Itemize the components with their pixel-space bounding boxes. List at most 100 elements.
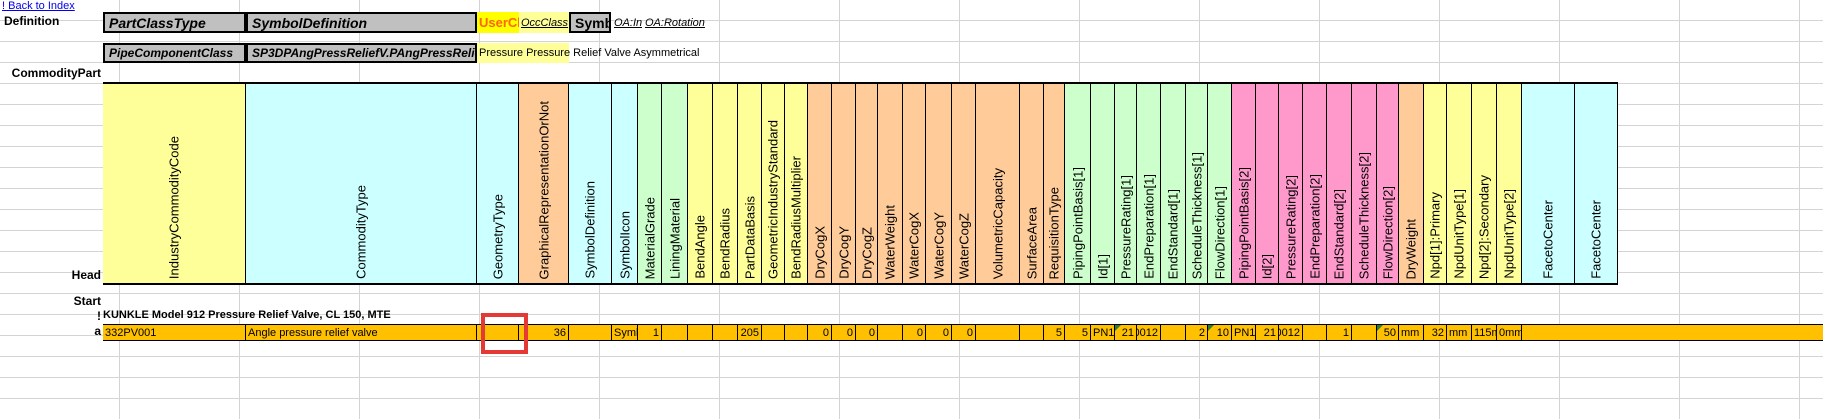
data-cell-20[interactable]: 0 bbox=[952, 325, 976, 340]
data-cell-26[interactable]: 21 bbox=[1115, 325, 1137, 340]
column-header-18[interactable]: WaterCogX bbox=[903, 82, 926, 285]
data-cell-27[interactable]: 20012 bbox=[1137, 325, 1161, 340]
column-header-32[interactable]: Id[2] bbox=[1256, 82, 1279, 285]
column-header-23[interactable]: RequisitionType bbox=[1044, 82, 1065, 285]
column-header-41[interactable]: Npd[2]:Secondary bbox=[1472, 82, 1497, 285]
data-cell-14[interactable]: 0 bbox=[808, 325, 832, 340]
column-header-29[interactable]: ScheduleThickness[1] bbox=[1186, 82, 1208, 285]
column-header-19[interactable]: WaterCogY bbox=[926, 82, 952, 285]
column-header-36[interactable]: ScheduleThickness[2] bbox=[1352, 82, 1377, 285]
part-class-type-cell[interactable]: PartClassType bbox=[103, 12, 246, 33]
data-cell-38[interactable]: mm bbox=[1399, 325, 1424, 340]
column-header-14[interactable]: DryCogX bbox=[808, 82, 832, 285]
part-description-cell[interactable]: Angle pressure relief valve bbox=[246, 325, 477, 340]
data-cell-33[interactable]: 20012 bbox=[1279, 325, 1303, 340]
column-header-17[interactable]: WaterWeight bbox=[878, 82, 903, 285]
column-header-21[interactable]: VolumetricCapacity bbox=[976, 82, 1020, 285]
column-header-22[interactable]: SurfaceArea bbox=[1020, 82, 1044, 285]
column-header-24[interactable]: PipingPointBasis[1] bbox=[1065, 82, 1091, 285]
column-header-3[interactable]: GeometryType bbox=[477, 82, 519, 285]
data-cell-42[interactable]: 0mm bbox=[1499, 325, 1522, 340]
data-cell-32[interactable]: 21 bbox=[1256, 325, 1279, 340]
data-cell-15[interactable]: 0 bbox=[832, 325, 856, 340]
commodity-code-cell[interactable]: 332PV001 bbox=[103, 325, 246, 340]
data-cell-8[interactable] bbox=[662, 325, 688, 340]
occ-class-cell[interactable]: OccClass bbox=[519, 12, 569, 33]
column-header-2[interactable]: CommodityType bbox=[246, 82, 477, 285]
column-header-27[interactable]: EndPreparation[1] bbox=[1137, 82, 1161, 285]
data-cell-29[interactable]: 2 bbox=[1186, 325, 1208, 340]
column-header-38[interactable]: DryWeight bbox=[1399, 82, 1424, 285]
column-header-33[interactable]: PressureRating[2] bbox=[1279, 82, 1303, 285]
column-header-34[interactable]: EndPreparation[2] bbox=[1303, 82, 1327, 285]
pipe-component-class-cell[interactable]: PipeComponentClass bbox=[103, 43, 246, 63]
data-cell-18[interactable]: 0 bbox=[903, 325, 926, 340]
column-header-7[interactable]: MaterialGrade bbox=[638, 82, 662, 285]
column-header-13[interactable]: BendRadiusMultiplier bbox=[785, 82, 808, 285]
column-header-30[interactable]: FlowDirection[1] bbox=[1208, 82, 1232, 285]
data-cell-24[interactable]: 5 bbox=[1065, 325, 1091, 340]
column-header-1[interactable]: IndustryCommodityCode bbox=[103, 82, 246, 285]
column-header-16[interactable]: DryCogZ bbox=[856, 82, 878, 285]
column-header-44[interactable]: FacetoCenter bbox=[1575, 82, 1618, 285]
column-header-8[interactable]: LiningMaterial bbox=[662, 82, 688, 285]
data-cell-25[interactable]: PN10 bbox=[1093, 325, 1115, 340]
column-header-37[interactable]: FlowDirection[2] bbox=[1377, 82, 1399, 285]
column-header-9[interactable]: BendAngle bbox=[688, 82, 713, 285]
column-header-label: WaterCogX bbox=[906, 212, 922, 279]
column-header-15[interactable]: DryCogY bbox=[832, 82, 856, 285]
data-cell-13[interactable] bbox=[785, 325, 808, 340]
data-cell-3[interactable] bbox=[477, 325, 519, 340]
column-header-10[interactable]: BendRadius bbox=[713, 82, 738, 285]
data-cell-37[interactable]: 50 bbox=[1377, 325, 1399, 340]
data-cell-30[interactable]: 10 bbox=[1208, 325, 1232, 340]
column-header-25[interactable]: Id[1] bbox=[1091, 82, 1115, 285]
data-cell-6[interactable]: Symbo bbox=[614, 325, 638, 340]
data-cell-41[interactable]: 115mm bbox=[1472, 325, 1497, 340]
data-cell-16[interactable]: 0 bbox=[856, 325, 878, 340]
user-class-cell[interactable]: UserCla bbox=[477, 12, 519, 33]
data-cell-36[interactable] bbox=[1352, 325, 1377, 340]
data-cell-7[interactable]: 1 bbox=[638, 325, 662, 340]
data-cell-28[interactable] bbox=[1161, 325, 1186, 340]
comment-marker-label: ! bbox=[97, 309, 101, 323]
description-cell[interactable]: Pressure Pressure Relief Valve Asymmetri… bbox=[477, 43, 699, 63]
column-header-28[interactable]: EndStandard[1] bbox=[1161, 82, 1186, 285]
column-header-39[interactable]: Npd[1]:Primary bbox=[1424, 82, 1447, 285]
column-header-20[interactable]: WaterCogZ bbox=[952, 82, 976, 285]
column-header-12[interactable]: GeometricIndustryStandard bbox=[762, 82, 785, 285]
data-cell-19[interactable]: 0 bbox=[926, 325, 952, 340]
data-cell-17[interactable] bbox=[878, 325, 903, 340]
data-cell-40[interactable]: mm bbox=[1447, 325, 1472, 340]
data-cell-31[interactable]: PN10 bbox=[1234, 325, 1256, 340]
column-header-43[interactable]: FacetoCenter bbox=[1522, 82, 1575, 285]
data-cell-11[interactable]: 205 bbox=[738, 325, 762, 340]
data-cell-12[interactable] bbox=[762, 325, 785, 340]
column-header-11[interactable]: PartDataBasis bbox=[738, 82, 762, 285]
column-header-6[interactable]: SymbolIcon bbox=[612, 82, 638, 285]
data-cell-9[interactable] bbox=[688, 325, 713, 340]
symbol-definition-cell[interactable]: SymbolDefinition bbox=[246, 12, 477, 33]
data-cell-5[interactable] bbox=[569, 325, 612, 340]
data-cell-23[interactable]: 5 bbox=[1044, 325, 1065, 340]
data-cell-10[interactable] bbox=[713, 325, 738, 340]
data-cell-39[interactable]: 32 bbox=[1424, 325, 1447, 340]
oa-in-cell[interactable]: OA:In bbox=[614, 16, 642, 29]
column-header-5[interactable]: SymbolDefinition bbox=[569, 82, 612, 285]
data-cell-35[interactable]: 1 bbox=[1327, 325, 1352, 340]
column-header-label: ScheduleThickness[2] bbox=[1356, 151, 1372, 279]
back-to-index-link[interactable]: ! Back to Index bbox=[2, 0, 75, 12]
column-header-31[interactable]: PipingPointBasis[2] bbox=[1232, 82, 1256, 285]
data-cell-21[interactable] bbox=[976, 325, 1020, 340]
data-cell-4[interactable]: 36 bbox=[519, 325, 569, 340]
column-header-26[interactable]: PressureRating[1] bbox=[1115, 82, 1137, 285]
column-header-40[interactable]: NpdUnitType[1] bbox=[1447, 82, 1472, 285]
column-header-4[interactable]: GraphicalRepresentationOrNot bbox=[519, 82, 569, 285]
oa-rotation-cell[interactable]: OA:Rotation bbox=[645, 16, 705, 29]
data-cell-34[interactable] bbox=[1303, 325, 1327, 340]
data-cell-22[interactable] bbox=[1020, 325, 1044, 340]
symb-cell[interactable]: Symb bbox=[569, 12, 611, 33]
column-header-42[interactable]: NpdUnitType[2] bbox=[1497, 82, 1522, 285]
symbol-value-cell[interactable]: SP3DPAngPressReliefV.PAngPressRelie bbox=[246, 43, 477, 63]
column-header-35[interactable]: EndStandard[2] bbox=[1327, 82, 1352, 285]
